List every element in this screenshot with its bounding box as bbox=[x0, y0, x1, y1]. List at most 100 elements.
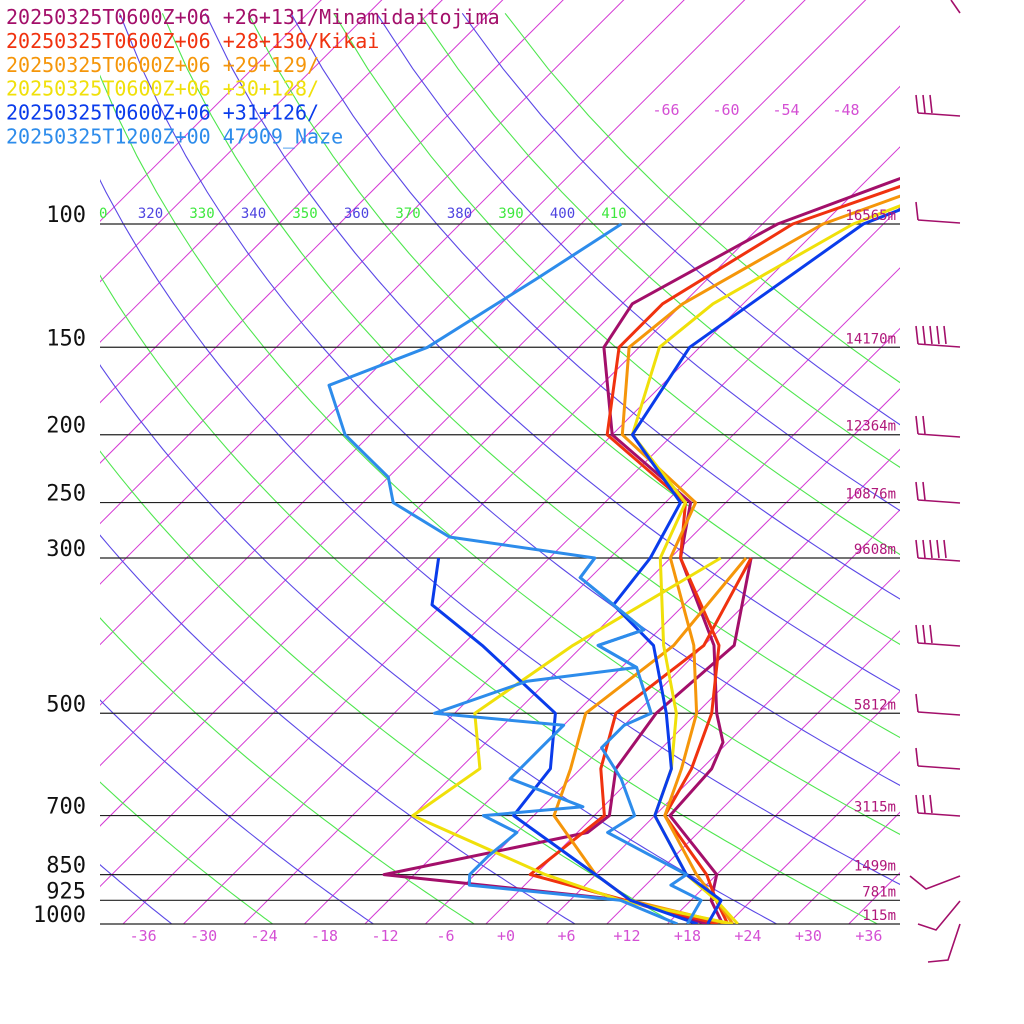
isotherm-line bbox=[100, 0, 322, 222]
height-label: 9608m bbox=[854, 542, 896, 558]
legend: 20250325T0600Z+06 +26+131/Minamidaitojim… bbox=[6, 5, 500, 149]
wind-barb-icon bbox=[915, 201, 961, 224]
wind-barb-icon bbox=[909, 875, 961, 890]
dry-adiabat bbox=[100, 178, 900, 885]
dry-adiabat bbox=[376, 12, 900, 512]
theta-label: 370 bbox=[395, 206, 420, 222]
dry-adiabat bbox=[119, 13, 900, 787]
dry-adiabat bbox=[100, 781, 274, 924]
temperature-tick-label: +36 bbox=[855, 927, 882, 945]
legend-entry: 20250325T0600Z+06 +31+126/ bbox=[6, 101, 319, 125]
dry-adiabat bbox=[100, 534, 577, 924]
wind-barbs bbox=[909, 0, 961, 963]
isotherm-line bbox=[304, 327, 900, 924]
pressure-label: 850 bbox=[46, 854, 86, 879]
legend-entry: 20250325T0600Z+06 +26+131/Minamidaitojim… bbox=[6, 5, 500, 29]
wind-barb-icon bbox=[915, 794, 961, 817]
wind-barb-icon bbox=[950, 0, 961, 14]
isotherm-line bbox=[485, 509, 900, 924]
isotherm-line bbox=[787, 811, 900, 924]
temperature-profile-line bbox=[605, 184, 900, 924]
isotherm-line bbox=[848, 872, 900, 924]
temperature-tick-label: -12 bbox=[371, 927, 398, 945]
theta-label: 0 bbox=[99, 206, 107, 222]
dry-adiabat bbox=[100, 74, 900, 836]
dewpoint-profile-line bbox=[433, 557, 678, 924]
dry-adiabat bbox=[461, 12, 900, 426]
dry-adiabat bbox=[247, 13, 900, 645]
pressure-label: 100 bbox=[46, 203, 86, 228]
temperature-tick-label: +0 bbox=[497, 927, 515, 945]
wind-barb-icon bbox=[915, 325, 961, 348]
dewpoint-profile-line bbox=[411, 556, 734, 924]
upper-isotherm-label: -54 bbox=[772, 101, 799, 119]
isotherm-line bbox=[100, 0, 504, 404]
isotherm-line bbox=[909, 0, 1024, 924]
isotherm-line bbox=[666, 690, 900, 924]
upper-isotherm-label: -48 bbox=[832, 101, 859, 119]
temperature-tick-label: +18 bbox=[674, 927, 701, 945]
dry-adiabat bbox=[100, 274, 879, 924]
isotherm-line bbox=[606, 630, 900, 924]
pressure-label: 925 bbox=[46, 879, 86, 904]
legend-entry: 20250325T0600Z+06 +28+130/Kikai bbox=[6, 29, 379, 53]
pressure-label: 700 bbox=[46, 795, 86, 820]
pressure-label: 300 bbox=[46, 537, 86, 562]
axis-labels: 100 16565m 150 14170m 200 12364m 250 10876m 300 9… bbox=[33, 101, 896, 945]
sounding-profiles bbox=[327, 176, 900, 924]
isotherm-line bbox=[100, 85, 900, 888]
isotherm-line bbox=[100, 0, 383, 283]
pressure-label: 250 bbox=[46, 482, 86, 507]
theta-label: 380 bbox=[447, 206, 472, 222]
dewpoint-profile-line bbox=[430, 557, 699, 924]
height-label: 10876m bbox=[845, 487, 896, 503]
temperature-tick-label: +12 bbox=[613, 927, 640, 945]
theta-label: 350 bbox=[292, 206, 317, 222]
temperature-profile-line bbox=[612, 208, 900, 924]
height-label: 781m bbox=[862, 884, 896, 900]
isotherm-line bbox=[425, 448, 900, 924]
isotherm-line bbox=[545, 569, 900, 924]
isotherm-line bbox=[100, 0, 625, 525]
dry-adiabat bbox=[290, 13, 900, 600]
dry-adiabat bbox=[333, 13, 900, 556]
theta-label: 320 bbox=[138, 206, 163, 222]
upper-isotherm-label: -66 bbox=[652, 101, 679, 119]
theta-label: 390 bbox=[498, 206, 523, 222]
theta-label: 330 bbox=[189, 206, 214, 222]
dry-adiabat bbox=[100, 699, 375, 924]
isotherm-line bbox=[100, 0, 685, 585]
height-label: 16565m bbox=[845, 208, 896, 224]
temperature-tick-label: +6 bbox=[557, 927, 575, 945]
wind-barb-icon bbox=[915, 415, 961, 438]
wind-barb-icon bbox=[915, 539, 961, 562]
theta-label: 340 bbox=[241, 206, 266, 222]
temperature-profile-line bbox=[602, 176, 900, 924]
wind-barb-icon bbox=[915, 481, 961, 504]
isotherm-line bbox=[727, 751, 900, 924]
isotherm-line bbox=[100, 0, 867, 767]
temperature-tick-label: -6 bbox=[436, 927, 454, 945]
temperature-tick-label: -36 bbox=[130, 927, 157, 945]
wind-barb-icon bbox=[917, 900, 961, 931]
temperature-tick-label: +30 bbox=[795, 927, 822, 945]
isotherm-line bbox=[100, 0, 746, 646]
pressure-label: 200 bbox=[46, 414, 86, 439]
height-label: 1499m bbox=[854, 859, 896, 875]
temperature-tick-label: +24 bbox=[734, 927, 761, 945]
legend-entry: 20250325T0600Z+06 +30+128/ bbox=[6, 77, 319, 101]
height-label: 12364m bbox=[845, 419, 896, 435]
wind-barb-icon bbox=[915, 693, 961, 716]
height-label: 3115m bbox=[854, 800, 896, 816]
theta-label: 360 bbox=[344, 206, 369, 222]
pressure-label: 500 bbox=[46, 692, 86, 717]
temperature-profile-line bbox=[620, 194, 900, 924]
wind-barb-icon bbox=[915, 747, 961, 770]
dewpoint-profile-line bbox=[528, 557, 753, 924]
upper-isotherm-label: -60 bbox=[712, 101, 739, 119]
isotherm-line bbox=[100, 25, 900, 827]
isotherm-line bbox=[970, 0, 1024, 924]
temperature-tick-label: -24 bbox=[251, 927, 278, 945]
temperature-tick-label: -18 bbox=[311, 927, 338, 945]
